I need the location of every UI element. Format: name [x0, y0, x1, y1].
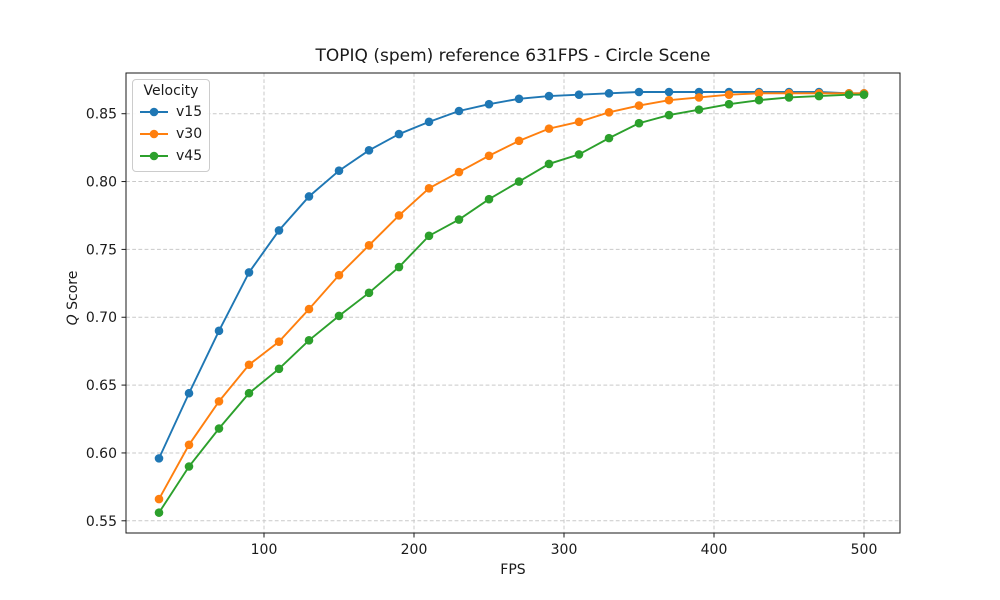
series-v30-point	[244, 360, 254, 370]
series-v15-point	[424, 117, 434, 127]
series-v45-point	[454, 215, 464, 224]
y-tick-label: 0.60	[86, 446, 117, 462]
series-v15-point	[634, 87, 644, 97]
series-v30-point	[364, 241, 374, 250]
plot-frame	[125, 72, 901, 534]
series-v45-point	[334, 311, 344, 321]
series-v45-point	[154, 508, 164, 517]
series-v45-point	[634, 118, 644, 128]
y-tick-label: 0.75	[86, 242, 117, 258]
y-tick-label: 0.65	[86, 378, 117, 394]
series-v45-point	[424, 231, 434, 241]
series-v15-point	[394, 129, 404, 139]
legend-item-v30: v30	[139, 123, 203, 145]
series-v30-point	[154, 494, 164, 504]
legend-marker-v45	[140, 151, 168, 161]
series-v30-point	[664, 95, 674, 105]
y-axis-label-italic: Q	[65, 314, 81, 326]
series-v15-point	[604, 89, 614, 98]
series-v45-point	[844, 90, 854, 100]
x-tick-label: 400	[701, 542, 728, 558]
x-tick-label: 500	[851, 542, 878, 558]
series-v30-point	[604, 108, 614, 117]
legend-rows: v15 v30 v45	[139, 101, 203, 167]
series-v15-point	[274, 226, 284, 235]
series-v45-point	[214, 424, 224, 433]
x-tick-label: 200	[401, 542, 428, 558]
series-v30-point	[334, 270, 344, 280]
series-v30-point	[214, 397, 224, 406]
series-v45-point	[814, 91, 824, 101]
series-v15-point	[484, 99, 494, 109]
series-v15-point	[184, 388, 194, 398]
series-v45-point	[244, 388, 254, 398]
series-v15-line	[158, 91, 864, 459]
series-v30-line	[158, 92, 864, 500]
series-v45-point	[514, 177, 524, 186]
series-v45-point	[574, 150, 584, 159]
y-tick-label: 0.80	[86, 175, 117, 191]
series-v30-point	[274, 337, 284, 346]
series-v45-point	[724, 99, 734, 109]
legend-item-v15: v15	[139, 101, 203, 123]
series-v45-point	[484, 194, 494, 204]
series-v45-point	[544, 159, 554, 169]
series-v30-point	[634, 101, 644, 110]
series-v30-point	[754, 89, 764, 98]
series-v15-point	[454, 106, 464, 116]
legend-label: v15	[176, 104, 203, 120]
series-v45-point	[184, 462, 194, 471]
series-v30-point	[484, 151, 494, 161]
series-v45-point	[394, 262, 404, 272]
series-v30-point	[724, 90, 734, 100]
series-v45-point	[754, 95, 764, 105]
series-v15-point	[664, 87, 674, 97]
y-axis-label-rest: Score	[65, 270, 81, 315]
series-v30-point	[694, 93, 704, 102]
series-v45-line	[158, 93, 864, 514]
series-v30-point	[574, 117, 584, 127]
series-v15-point	[304, 192, 314, 201]
series-v15-point	[244, 268, 254, 277]
series-v45-point	[274, 364, 284, 374]
legend-marker-v30	[140, 129, 168, 139]
series-v45-point	[694, 105, 704, 114]
series-v45-point	[859, 90, 869, 100]
series-v45-point	[604, 133, 614, 143]
series-v45-point	[784, 93, 794, 102]
series-v30-point	[424, 184, 434, 193]
series-v30-point	[304, 304, 314, 314]
series-v45-point	[364, 288, 374, 298]
series-v15-point	[574, 90, 584, 100]
series-v15-point	[154, 454, 164, 463]
series-v15-point	[334, 166, 344, 175]
series-v30-point	[514, 136, 524, 146]
y-axis-label: Q Score	[65, 271, 81, 326]
legend-marker-v15	[140, 107, 168, 117]
x-axis-label: FPS	[500, 562, 526, 578]
y-tick-label: 0.55	[86, 514, 117, 530]
legend: Velocity v15 v30 v45	[132, 79, 210, 172]
y-tick-label: 0.70	[86, 310, 117, 326]
series-v15-point	[544, 91, 554, 101]
y-tick-label: 0.85	[86, 107, 117, 123]
series-v15-point	[514, 94, 524, 104]
chart-title: TOPIQ (spem) reference 631FPS - Circle S…	[315, 46, 711, 66]
series-v45-point	[664, 110, 674, 120]
series-v45-point	[304, 336, 314, 345]
legend-label: v30	[176, 126, 203, 142]
legend-label: v45	[176, 148, 203, 164]
series-v30-point	[454, 167, 464, 177]
series-v30-point	[394, 211, 404, 220]
series-v30-point	[184, 440, 194, 450]
legend-item-v45: v45	[139, 145, 203, 167]
series-v30-point	[544, 124, 554, 133]
series-v15-point	[364, 146, 374, 155]
x-tick-label: 100	[251, 542, 278, 558]
series-v15-point	[214, 326, 224, 336]
x-tick-label: 300	[551, 542, 578, 558]
legend-title: Velocity	[143, 83, 199, 99]
